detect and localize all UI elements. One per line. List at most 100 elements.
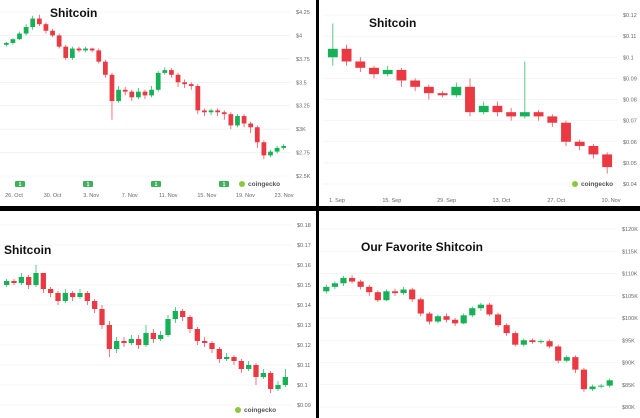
x-tick-label: 13. Oct bbox=[493, 198, 511, 204]
candle-down bbox=[96, 50, 102, 62]
candle-up bbox=[69, 48, 75, 58]
y-tick-label: $90K bbox=[622, 361, 635, 367]
chart-title-1: Shitcoin bbox=[50, 6, 98, 20]
candle-down bbox=[588, 145, 599, 155]
y-tick-label: $2.75 bbox=[296, 151, 310, 157]
candle-up bbox=[83, 48, 88, 51]
y-tick-label: $0.18 bbox=[297, 223, 311, 229]
candle-down bbox=[106, 325, 112, 349]
candlestick-chart-1: $4.25 $4 $3.75 $3.5 $3.25 $3K $2.75 $2.5K 26. Oc… bbox=[0, 10, 311, 199]
y-tick-label: $3K bbox=[296, 127, 306, 133]
event-badge-label: 1 bbox=[19, 182, 22, 188]
y-tick-label: $3.75 bbox=[296, 57, 310, 63]
candle-down bbox=[572, 357, 579, 370]
candle-up bbox=[246, 365, 252, 369]
x-tick-label: 15. Nov bbox=[197, 193, 216, 199]
candle-down bbox=[55, 293, 61, 301]
candle-down bbox=[231, 357, 237, 361]
candle-up bbox=[520, 340, 527, 345]
x-tick-label: 3. Nov bbox=[83, 193, 99, 199]
candle-down bbox=[555, 346, 562, 361]
candle-down bbox=[76, 48, 82, 51]
y-tick-label: $0.04 bbox=[623, 182, 637, 188]
event-badge-box bbox=[219, 181, 229, 187]
candlestick-chart-4: $120K $115K $110K $105K $100K $95K $90K $85K $80… bbox=[319, 227, 638, 411]
candle-down bbox=[92, 301, 98, 309]
candle-down bbox=[409, 289, 416, 300]
y-tick-label: $0.12 bbox=[623, 13, 637, 19]
candle-down bbox=[391, 291, 399, 294]
candle-up bbox=[208, 110, 214, 113]
candle-down bbox=[417, 299, 424, 314]
chart-panel-bottom-left: $0.18 $0.17 $0.16 $0.15 $0.14 $0.13 $0.12 $0.11… bbox=[0, 211, 316, 418]
candle-down bbox=[512, 333, 519, 345]
y-tick-label: $0.06 bbox=[623, 140, 637, 146]
candle-up bbox=[62, 293, 68, 301]
candle-down bbox=[374, 292, 381, 301]
candle-down bbox=[169, 70, 174, 75]
candle-up bbox=[606, 380, 613, 386]
y-tick-label: $0.09 bbox=[623, 76, 637, 82]
candle-down bbox=[602, 154, 613, 168]
chart-title-2: Shitcoin bbox=[369, 16, 417, 30]
candle-down bbox=[533, 112, 544, 117]
y-tick-label: $0.08 bbox=[623, 98, 637, 104]
y-tick-label: $0.1 bbox=[623, 55, 634, 61]
candle-up bbox=[383, 291, 390, 301]
candle-down bbox=[254, 127, 260, 143]
candle-up bbox=[281, 146, 287, 148]
candle-down bbox=[70, 293, 76, 297]
candle-down bbox=[56, 35, 62, 47]
candlestick-chart-3: $0.18 $0.17 $0.16 $0.15 $0.14 $0.13 $0.12 $0.11… bbox=[0, 223, 311, 414]
candle-down bbox=[503, 325, 510, 334]
candle-down bbox=[182, 82, 188, 85]
x-tick-label: 7. Nov bbox=[122, 193, 138, 199]
y-tick-label: $85K bbox=[622, 383, 635, 389]
y-tick-label: $0.09 bbox=[297, 403, 311, 409]
y-tick-label: $120K bbox=[622, 227, 638, 233]
y-tick-label: $80K bbox=[622, 405, 635, 411]
candle-down bbox=[494, 314, 502, 326]
candle-up bbox=[155, 72, 161, 90]
coingecko-logo-icon bbox=[572, 181, 578, 187]
candle-down bbox=[248, 123, 254, 128]
candle-down bbox=[109, 74, 115, 102]
candle-up bbox=[282, 377, 288, 385]
candle-down bbox=[546, 341, 553, 347]
watermark-text: coingecko bbox=[244, 407, 276, 414]
event-badge-label: 1 bbox=[155, 182, 158, 188]
candle-down bbox=[122, 89, 128, 92]
candle-down bbox=[84, 293, 90, 301]
x-tick-label: 1. Sep bbox=[329, 198, 345, 204]
candle-up bbox=[331, 283, 338, 287]
candle-down bbox=[241, 116, 247, 124]
y-tick-label: $4 bbox=[296, 33, 302, 39]
candle-down bbox=[261, 142, 267, 156]
candle-down bbox=[437, 93, 448, 96]
candle-down bbox=[215, 110, 221, 113]
candle-up bbox=[4, 281, 10, 285]
candle-up bbox=[434, 316, 442, 322]
y-tick-label: $4.25 bbox=[296, 10, 310, 16]
y-tick-label: $3.25 bbox=[296, 104, 310, 110]
candle-up bbox=[33, 273, 39, 285]
candle-down bbox=[580, 369, 588, 390]
candle-down bbox=[574, 141, 585, 146]
y-tick-label: $0.05 bbox=[623, 161, 637, 167]
candle-down bbox=[506, 112, 517, 117]
candle-down bbox=[129, 91, 135, 98]
event-badge: 1 bbox=[83, 181, 93, 188]
y-tick-label: $105K bbox=[622, 294, 638, 300]
candle-down bbox=[492, 105, 503, 113]
candle-down bbox=[209, 343, 215, 349]
candle-down bbox=[175, 74, 181, 83]
candle-down bbox=[486, 304, 493, 315]
candle-down bbox=[547, 116, 558, 123]
chart-title-3: Shitcoin bbox=[4, 243, 52, 257]
candle-down bbox=[452, 319, 459, 324]
candle-down bbox=[529, 340, 536, 343]
candle-up bbox=[400, 289, 407, 294]
candle-up bbox=[563, 357, 570, 361]
candle-up bbox=[260, 373, 266, 377]
candle-up bbox=[128, 339, 134, 343]
